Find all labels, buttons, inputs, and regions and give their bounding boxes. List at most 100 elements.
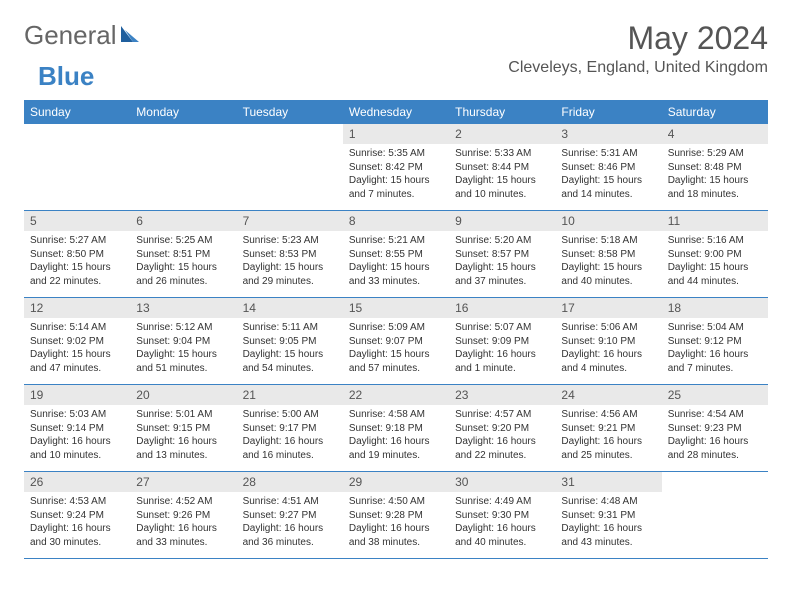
day-header: Wednesday: [343, 100, 449, 124]
day-sr: Sunrise: 5:14 AM: [30, 321, 124, 335]
day-dl: Daylight: 16 hours and 16 minutes.: [243, 435, 337, 462]
day-number: 11: [662, 211, 768, 231]
calendar-cell: 9Sunrise: 5:20 AMSunset: 8:57 PMDaylight…: [449, 211, 555, 298]
day-data: Sunrise: 4:48 AMSunset: 9:31 PMDaylight:…: [555, 492, 661, 553]
day-ss: Sunset: 9:12 PM: [668, 335, 762, 349]
day-data: Sunrise: 5:16 AMSunset: 9:00 PMDaylight:…: [662, 231, 768, 292]
day-dl: Daylight: 15 hours and 37 minutes.: [455, 261, 549, 288]
day-data: Sunrise: 4:56 AMSunset: 9:21 PMDaylight:…: [555, 405, 661, 466]
calendar-cell: 23Sunrise: 4:57 AMSunset: 9:20 PMDayligh…: [449, 385, 555, 472]
day-number: 26: [24, 472, 130, 492]
day-data: Sunrise: 5:09 AMSunset: 9:07 PMDaylight:…: [343, 318, 449, 379]
day-dl: Daylight: 16 hours and 36 minutes.: [243, 522, 337, 549]
calendar-cell: 5Sunrise: 5:27 AMSunset: 8:50 PMDaylight…: [24, 211, 130, 298]
calendar-cell: 1Sunrise: 5:35 AMSunset: 8:42 PMDaylight…: [343, 124, 449, 211]
day-ss: Sunset: 8:42 PM: [349, 161, 443, 175]
day-data: Sunrise: 5:25 AMSunset: 8:51 PMDaylight:…: [130, 231, 236, 292]
calendar-cell: 11Sunrise: 5:16 AMSunset: 9:00 PMDayligh…: [662, 211, 768, 298]
day-sr: Sunrise: 5:27 AM: [30, 234, 124, 248]
day-sr: Sunrise: 5:25 AM: [136, 234, 230, 248]
day-sr: Sunrise: 5:01 AM: [136, 408, 230, 422]
day-ss: Sunset: 8:50 PM: [30, 248, 124, 262]
day-dl: Daylight: 16 hours and 25 minutes.: [561, 435, 655, 462]
day-sr: Sunrise: 5:12 AM: [136, 321, 230, 335]
day-ss: Sunset: 9:30 PM: [455, 509, 549, 523]
calendar-cell: 30Sunrise: 4:49 AMSunset: 9:30 PMDayligh…: [449, 472, 555, 559]
day-data: Sunrise: 5:00 AMSunset: 9:17 PMDaylight:…: [237, 405, 343, 466]
day-data: Sunrise: 5:03 AMSunset: 9:14 PMDaylight:…: [24, 405, 130, 466]
day-number: 5: [24, 211, 130, 231]
day-dl: Daylight: 16 hours and 30 minutes.: [30, 522, 124, 549]
calendar-cell: 25Sunrise: 4:54 AMSunset: 9:23 PMDayligh…: [662, 385, 768, 472]
day-sr: Sunrise: 5:29 AM: [668, 147, 762, 161]
day-ss: Sunset: 9:31 PM: [561, 509, 655, 523]
day-number: 1: [343, 124, 449, 144]
day-sr: Sunrise: 5:09 AM: [349, 321, 443, 335]
day-dl: Daylight: 16 hours and 33 minutes.: [136, 522, 230, 549]
day-data: Sunrise: 5:04 AMSunset: 9:12 PMDaylight:…: [662, 318, 768, 379]
day-sr: Sunrise: 4:52 AM: [136, 495, 230, 509]
day-number: 27: [130, 472, 236, 492]
calendar-cell: 8Sunrise: 5:21 AMSunset: 8:55 PMDaylight…: [343, 211, 449, 298]
day-ss: Sunset: 8:51 PM: [136, 248, 230, 262]
day-data: Sunrise: 5:18 AMSunset: 8:58 PMDaylight:…: [555, 231, 661, 292]
day-number: 10: [555, 211, 661, 231]
day-sr: Sunrise: 5:06 AM: [561, 321, 655, 335]
day-data: Sunrise: 5:06 AMSunset: 9:10 PMDaylight:…: [555, 318, 661, 379]
day-data: Sunrise: 5:27 AMSunset: 8:50 PMDaylight:…: [24, 231, 130, 292]
calendar-week: 1Sunrise: 5:35 AMSunset: 8:42 PMDaylight…: [24, 124, 768, 211]
calendar-cell: 20Sunrise: 5:01 AMSunset: 9:15 PMDayligh…: [130, 385, 236, 472]
logo-sail-icon: [119, 20, 141, 51]
day-header: Friday: [555, 100, 661, 124]
day-number: 16: [449, 298, 555, 318]
calendar-cell: 7Sunrise: 5:23 AMSunset: 8:53 PMDaylight…: [237, 211, 343, 298]
day-ss: Sunset: 8:55 PM: [349, 248, 443, 262]
day-sr: Sunrise: 4:53 AM: [30, 495, 124, 509]
day-data: Sunrise: 4:52 AMSunset: 9:26 PMDaylight:…: [130, 492, 236, 553]
day-data: Sunrise: 5:11 AMSunset: 9:05 PMDaylight:…: [237, 318, 343, 379]
day-dl: Daylight: 16 hours and 13 minutes.: [136, 435, 230, 462]
calendar-cell: 3Sunrise: 5:31 AMSunset: 8:46 PMDaylight…: [555, 124, 661, 211]
calendar-cell: 31Sunrise: 4:48 AMSunset: 9:31 PMDayligh…: [555, 472, 661, 559]
day-sr: Sunrise: 5:11 AM: [243, 321, 337, 335]
day-ss: Sunset: 9:05 PM: [243, 335, 337, 349]
day-sr: Sunrise: 5:16 AM: [668, 234, 762, 248]
day-header: Thursday: [449, 100, 555, 124]
day-ss: Sunset: 9:28 PM: [349, 509, 443, 523]
day-data: Sunrise: 5:31 AMSunset: 8:46 PMDaylight:…: [555, 144, 661, 205]
calendar-cell: 22Sunrise: 4:58 AMSunset: 9:18 PMDayligh…: [343, 385, 449, 472]
calendar-cell: 2Sunrise: 5:33 AMSunset: 8:44 PMDaylight…: [449, 124, 555, 211]
day-data: Sunrise: 5:35 AMSunset: 8:42 PMDaylight:…: [343, 144, 449, 205]
day-ss: Sunset: 9:17 PM: [243, 422, 337, 436]
day-ss: Sunset: 9:10 PM: [561, 335, 655, 349]
day-header: Sunday: [24, 100, 130, 124]
calendar-cell: 19Sunrise: 5:03 AMSunset: 9:14 PMDayligh…: [24, 385, 130, 472]
day-number: 9: [449, 211, 555, 231]
day-data: Sunrise: 4:58 AMSunset: 9:18 PMDaylight:…: [343, 405, 449, 466]
day-number: 22: [343, 385, 449, 405]
day-sr: Sunrise: 5:35 AM: [349, 147, 443, 161]
day-number: 21: [237, 385, 343, 405]
month-title: May 2024: [508, 20, 768, 57]
day-number: 28: [237, 472, 343, 492]
logo-text-general: General: [24, 20, 117, 51]
calendar-cell: [24, 124, 130, 211]
day-data: Sunrise: 4:53 AMSunset: 9:24 PMDaylight:…: [24, 492, 130, 553]
day-ss: Sunset: 9:02 PM: [30, 335, 124, 349]
day-data: Sunrise: 5:20 AMSunset: 8:57 PMDaylight:…: [449, 231, 555, 292]
day-ss: Sunset: 9:21 PM: [561, 422, 655, 436]
day-dl: Daylight: 16 hours and 1 minute.: [455, 348, 549, 375]
day-number: 20: [130, 385, 236, 405]
day-data: Sunrise: 5:33 AMSunset: 8:44 PMDaylight:…: [449, 144, 555, 205]
day-sr: Sunrise: 4:50 AM: [349, 495, 443, 509]
day-data: Sunrise: 4:49 AMSunset: 9:30 PMDaylight:…: [449, 492, 555, 553]
calendar-week: 5Sunrise: 5:27 AMSunset: 8:50 PMDaylight…: [24, 211, 768, 298]
day-ss: Sunset: 9:20 PM: [455, 422, 549, 436]
day-dl: Daylight: 15 hours and 29 minutes.: [243, 261, 337, 288]
day-dl: Daylight: 15 hours and 26 minutes.: [136, 261, 230, 288]
day-number: 14: [237, 298, 343, 318]
day-dl: Daylight: 15 hours and 40 minutes.: [561, 261, 655, 288]
day-ss: Sunset: 9:24 PM: [30, 509, 124, 523]
day-ss: Sunset: 9:09 PM: [455, 335, 549, 349]
day-ss: Sunset: 9:27 PM: [243, 509, 337, 523]
